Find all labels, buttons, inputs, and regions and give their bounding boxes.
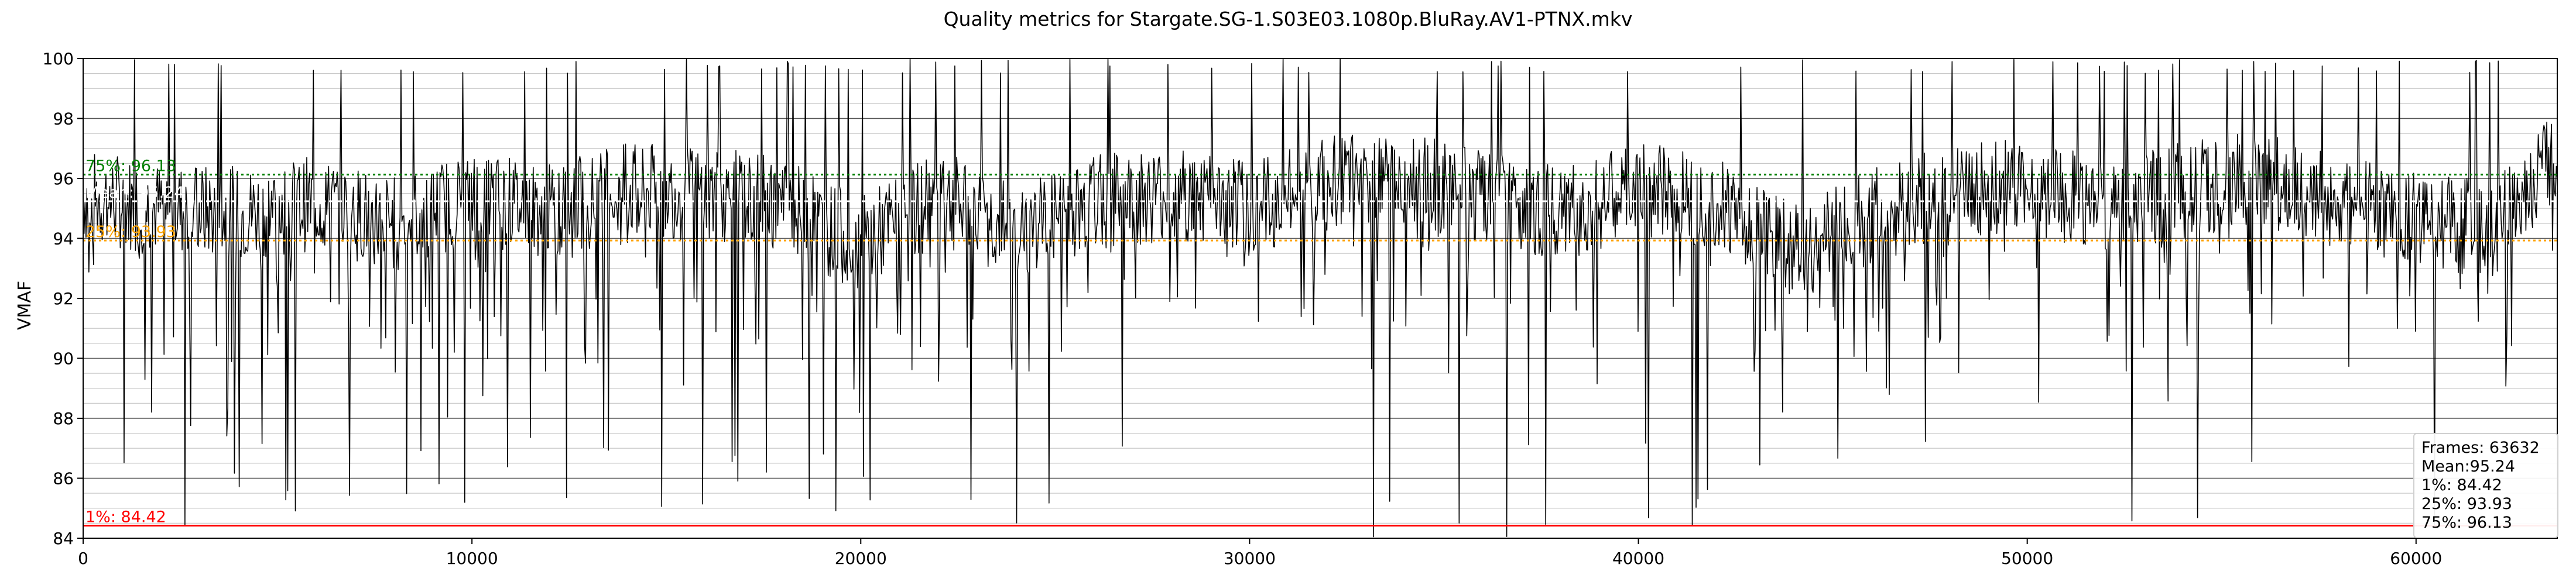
y-tick-label: 98 bbox=[53, 109, 74, 129]
x-tick-label: 40000 bbox=[1612, 549, 1664, 568]
reference-line-label: 1%: 84.42 bbox=[85, 508, 166, 526]
reference-line-labels: 1%: 84.42 Mean: 95.24 25%: 93.93 75%: 96.13 bbox=[83, 157, 2557, 526]
stat-mean: Mean:95.24 bbox=[2421, 457, 2515, 476]
y-axis-label: VMAF bbox=[15, 281, 35, 330]
y-tick-label: 88 bbox=[53, 409, 74, 428]
x-tick-label: 50000 bbox=[2001, 549, 2053, 568]
stats-box: Frames: 63632 Mean:95.24 1%: 84.42 25%: … bbox=[2413, 433, 2558, 538]
y-tick-label: 94 bbox=[53, 229, 74, 249]
reference-line-label: Mean: 95.24 bbox=[85, 184, 184, 202]
stat-p75: 75%: 96.13 bbox=[2421, 514, 2512, 532]
stat-p25: 25%: 93.93 bbox=[2421, 495, 2512, 513]
reference-line-label: 75%: 96.13 bbox=[85, 157, 176, 175]
reference-line-label: 25%: 93.93 bbox=[85, 223, 176, 241]
x-tick-label: 20000 bbox=[835, 549, 887, 568]
stat-p1: 1%: 84.42 bbox=[2421, 476, 2502, 494]
y-tick-label: 90 bbox=[53, 349, 74, 369]
y-tick-label: 92 bbox=[53, 289, 74, 308]
stat-frames: Frames: 63632 bbox=[2421, 439, 2540, 457]
chart-title: Quality metrics for Stargate.SG-1.S03E03… bbox=[944, 8, 1633, 30]
x-tick-label: 30000 bbox=[1224, 549, 1276, 568]
x-tick-label: 0 bbox=[78, 549, 88, 568]
y-tick-label: 100 bbox=[43, 49, 74, 68]
y-tick-label: 84 bbox=[53, 529, 74, 548]
vmaf-line bbox=[83, 58, 2558, 538]
x-tick-label: 10000 bbox=[446, 549, 498, 568]
y-tick-label: 96 bbox=[53, 169, 74, 188]
y-tick-label: 86 bbox=[53, 469, 74, 488]
vmaf-series bbox=[83, 58, 2558, 538]
axis-ticks: 84 86 88 90 92 94 96 98 100 0 10000 20000 30000 40000… bbox=[43, 49, 2443, 568]
x-tick-label: 60000 bbox=[2390, 549, 2442, 568]
